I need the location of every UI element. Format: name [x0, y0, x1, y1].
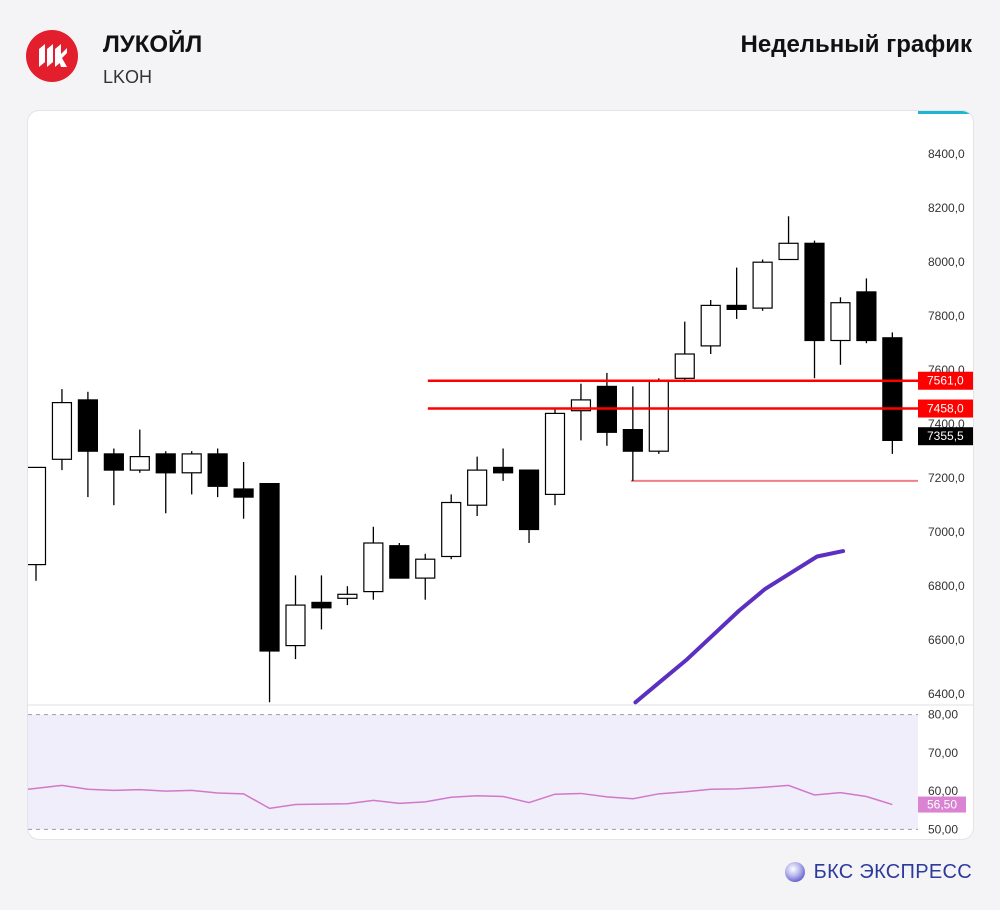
y-tick-label-7: 7000,0 — [928, 525, 965, 539]
candle-body-5 — [155, 453, 176, 474]
candle-body-12 — [337, 593, 358, 599]
candle-body-23 — [622, 429, 643, 452]
candle-body-14 — [389, 545, 410, 579]
candle-body-7 — [207, 453, 228, 487]
candle-body-8 — [233, 488, 254, 498]
candle-body-13 — [363, 542, 384, 593]
candle-body-17 — [467, 469, 488, 506]
candle-body-21 — [570, 399, 592, 412]
bks-brand-text: БКС ЭКСПРЕСС — [813, 860, 972, 883]
ticker-code: LKOH — [103, 67, 153, 87]
candle-body-33 — [882, 337, 903, 442]
y-tick-label-8: 6800,0 — [928, 579, 965, 593]
y-tick-label-3: 7800,0 — [928, 309, 965, 323]
level-label-1: 7458,0 — [927, 402, 964, 416]
candle-body-18 — [493, 466, 514, 474]
candle-body-15 — [415, 558, 436, 579]
level-label-0: 7561,0 — [927, 374, 964, 388]
candle-body-11 — [311, 601, 332, 609]
candle-body-9 — [259, 483, 280, 652]
candle-body-31 — [830, 302, 851, 342]
rsi-tick-label-3: 50,00 — [928, 822, 958, 836]
lukoil-logo-icon — [39, 44, 67, 67]
company-name: ЛУКОЙЛ — [103, 31, 203, 58]
rsi-band — [28, 714, 918, 830]
y-tick-label-2: 8000,0 — [928, 255, 965, 269]
lukoil-logo — [26, 30, 78, 82]
chart-card: 8400,0 8200,0 8000,0 7800,0 7600,0 7400,0 7200… — [27, 110, 974, 840]
candle-body-16 — [441, 501, 462, 558]
rsi-line — [28, 784, 893, 810]
y-tick-label-10: 6400,0 — [928, 687, 965, 701]
candle-body-29 — [778, 242, 799, 261]
bks-sphere-icon — [784, 862, 805, 882]
chart-accent-bar — [918, 111, 973, 114]
level-badge-1 — [918, 399, 973, 418]
candle-body-24 — [648, 380, 669, 452]
y-tick-label-6: 7200,0 — [928, 471, 965, 485]
candle-body-26 — [700, 304, 721, 347]
level-badge-0 — [918, 371, 973, 390]
candle-body-3 — [103, 453, 124, 471]
candle-body-30 — [804, 242, 825, 342]
rsi-tick-label-2: 60,00 — [928, 784, 958, 798]
last-price-label: 7355,5 — [927, 429, 964, 443]
last-price-badge — [918, 427, 973, 446]
candle-body-28 — [752, 261, 773, 309]
candle-body-19 — [518, 469, 540, 531]
candle-body-25 — [674, 353, 695, 379]
bks-brand: БКС ЭКСПРЕСС — [784, 860, 972, 884]
candle-body-4 — [129, 456, 150, 471]
chart-period: Недельный график — [740, 31, 972, 58]
y-tick-label-0: 8400,0 — [928, 147, 965, 161]
candle-body-6 — [181, 453, 202, 474]
y-tick-label-9: 6600,0 — [928, 633, 965, 647]
y-tick-label-1: 8200,0 — [928, 201, 965, 215]
rsi-tick-label-1: 70,00 — [928, 746, 958, 760]
rsi-tick-label-0: 80,00 — [928, 708, 958, 722]
candle-body-10 — [285, 604, 306, 647]
sma-line — [633, 549, 846, 705]
candle-body-20 — [544, 412, 566, 495]
candle-body-1 — [51, 402, 73, 460]
candle-body-0 — [28, 466, 47, 566]
rsi-badge — [918, 796, 966, 813]
candle-body-32 — [856, 291, 877, 342]
candle-body-2 — [77, 399, 99, 452]
candle-body-27 — [726, 304, 747, 310]
rsi-last-label: 56,50 — [927, 798, 957, 812]
candlestick-chart: 8400,08200,08000,07800,07600,07400,07200… — [28, 111, 973, 836]
